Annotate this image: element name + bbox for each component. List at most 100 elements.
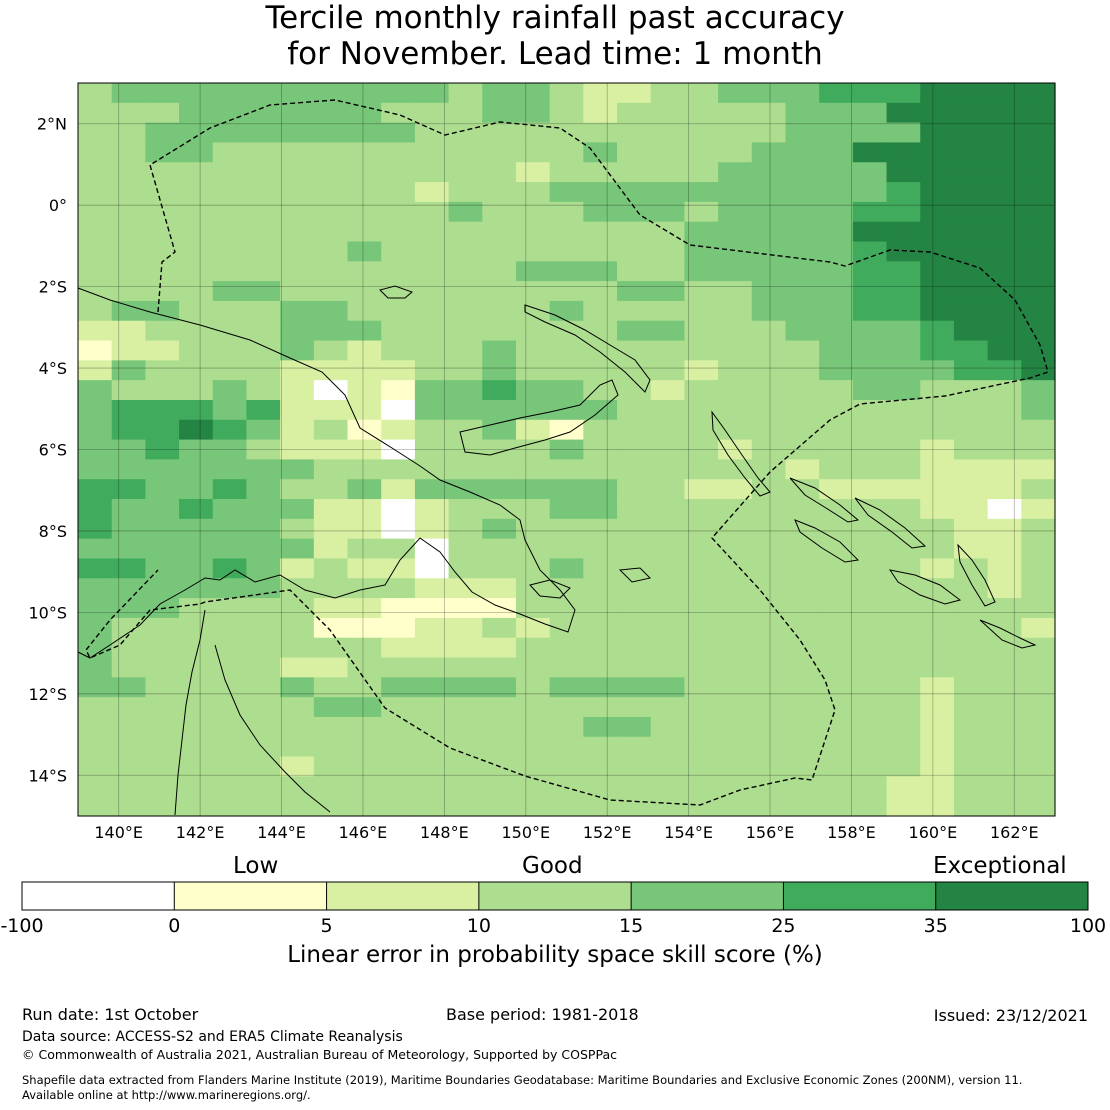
skill-cell (145, 439, 180, 460)
skill-cell (549, 637, 584, 659)
skill-cell (313, 617, 349, 639)
skill-cell (246, 776, 281, 797)
skill-cell (1021, 360, 1056, 381)
skill-cell (583, 479, 618, 500)
map-title-line-1: Tercile monthly rainfall past accuracy (265, 0, 845, 36)
skill-cell (246, 162, 281, 183)
skill-cell (953, 617, 989, 639)
skill-cell (246, 261, 281, 282)
skill-cell (145, 201, 180, 223)
run-date: Run date: 1st October (22, 1005, 199, 1024)
skill-cell (515, 83, 551, 104)
skill-cell (1021, 657, 1056, 678)
skill-cell (280, 380, 315, 401)
skill-cell (1021, 142, 1056, 163)
colorbar-tick-label: 100 (1070, 915, 1106, 937)
skill-cell (515, 182, 551, 203)
map-title: Tercile monthly rainfall past accuracy f… (0, 0, 1110, 72)
skill-cell (684, 300, 719, 322)
skill-cell (718, 102, 753, 124)
skill-cell (920, 380, 955, 401)
category-low: Low (233, 853, 279, 879)
skill-cell (111, 340, 146, 361)
skill-cell (381, 677, 416, 698)
skill-cell (819, 201, 854, 223)
skill-cell (886, 102, 921, 124)
skill-cell (111, 657, 146, 678)
skill-cell (212, 796, 248, 817)
skill-cell (515, 598, 551, 619)
skill-cell (852, 182, 888, 203)
skill-cell (785, 182, 820, 203)
skill-cell (448, 360, 483, 381)
coastline-solomon-newgeorgia (794, 519, 860, 563)
skill-cell (617, 241, 652, 262)
skill-cell (179, 538, 214, 560)
skill-cell (414, 499, 450, 520)
skill-cell (313, 83, 349, 104)
skill-cell (583, 697, 618, 718)
skill-cell (246, 479, 281, 500)
skill-cell (515, 538, 551, 560)
skill-cell (819, 241, 854, 262)
skill-cell (819, 538, 854, 560)
skill-cell (751, 439, 787, 460)
skill-cell (482, 142, 517, 163)
skill-cell (179, 182, 214, 203)
skill-cell (751, 241, 787, 262)
skill-cell (246, 736, 281, 758)
skill-cell (751, 617, 787, 639)
skill-cell (78, 142, 113, 163)
skill-cell (751, 281, 787, 302)
skill-cell (953, 122, 989, 144)
skill-cell (785, 300, 820, 322)
skill-cell (482, 182, 517, 203)
skill-cell (313, 499, 349, 520)
skill-cell (515, 162, 551, 183)
skill-cell (852, 756, 888, 777)
skill-cell (111, 281, 146, 302)
skill-cell (751, 459, 787, 480)
skill-cell (819, 83, 854, 104)
skill-cell (145, 241, 180, 262)
skill-cell (78, 201, 113, 223)
skill-cell (886, 459, 921, 480)
skill-cell (549, 162, 584, 183)
skill-cell (145, 300, 180, 322)
skill-cell (448, 320, 483, 342)
skill-cell (212, 697, 248, 718)
skill-cell (212, 459, 248, 480)
skill-cell (718, 479, 753, 500)
skill-cell (414, 459, 450, 480)
skill-cell (111, 697, 146, 718)
skill-cell (987, 756, 1022, 777)
skill-cell (718, 360, 753, 381)
skill-cell (381, 439, 416, 460)
skill-cell (482, 697, 517, 718)
skill-cell (111, 598, 146, 619)
skill-cell (718, 697, 753, 718)
skill-cell (987, 518, 1022, 540)
skill-cell (280, 578, 315, 599)
skill-cell (718, 439, 753, 460)
skill-cell (482, 83, 517, 104)
skill-cell (953, 697, 989, 718)
skill-cell (852, 380, 888, 401)
skill-cell (785, 499, 820, 520)
skill-cell (852, 459, 888, 480)
skill-cell (179, 716, 214, 738)
skill-cell (78, 83, 113, 104)
skill-cell (852, 479, 888, 500)
skill-cell (583, 598, 618, 619)
skill-cell (718, 558, 753, 579)
skill-cell (684, 201, 719, 223)
skill-cell (751, 657, 787, 678)
skill-cell (684, 221, 719, 243)
skill-cell (751, 340, 787, 361)
skill-cell (785, 479, 820, 500)
skill-cell (111, 439, 146, 460)
skill-cell (549, 281, 584, 302)
skill-cell (920, 340, 955, 361)
skill-cell (212, 380, 248, 401)
skill-cell (852, 102, 888, 124)
